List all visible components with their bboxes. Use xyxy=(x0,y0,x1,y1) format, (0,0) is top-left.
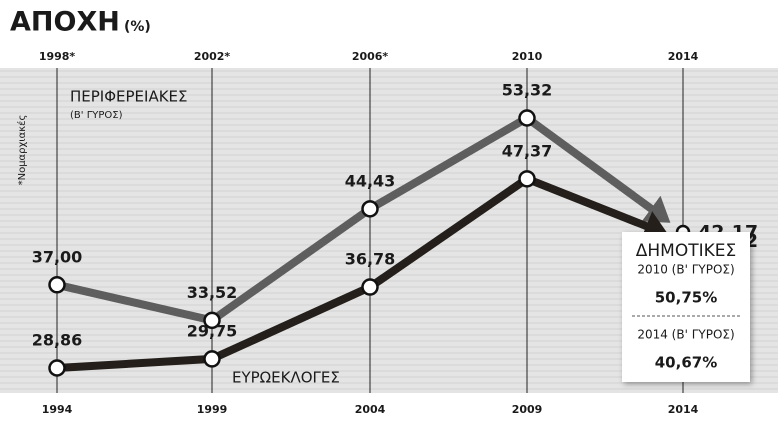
data-point xyxy=(48,359,66,377)
note: *Νομαρχιακές xyxy=(16,115,28,186)
inset: ΔΗΜΟΤΙΚΕΣ 2010 (Β' ΓΥΡΟΣ) 50,75% 2014 (Β… xyxy=(622,232,750,382)
inset-box xyxy=(622,232,750,382)
data-label: 47,37 xyxy=(502,141,553,160)
inset-label: 2010 (Β' ΓΥΡΟΣ) xyxy=(637,263,734,277)
data-point xyxy=(361,200,379,218)
x-tick-label: 2004 xyxy=(355,403,386,416)
x-tick-label: 2014 xyxy=(668,50,699,63)
legend-label: ΠΕΡΙΦΕΡΕΙΑΚΕΣ xyxy=(70,88,188,106)
x-tick-label: 2009 xyxy=(512,403,543,416)
data-point xyxy=(203,311,221,330)
x-tick-label: 1999 xyxy=(197,403,228,416)
inset-title: ΔΗΜΟΤΙΚΕΣ xyxy=(636,241,737,261)
unit: (%) xyxy=(124,19,151,35)
legend-label: ΕΥΡΩΕΚΛΟΓΕΣ xyxy=(232,369,340,387)
legend-sublabel: (Β' ΓΥΡΟΣ) xyxy=(70,110,123,121)
x-tick-label: 2014 xyxy=(668,403,699,416)
data-label: 29,75 xyxy=(187,321,238,340)
data-point xyxy=(203,350,221,368)
data-point xyxy=(518,170,536,188)
x-tick-label: 2010 xyxy=(512,50,543,63)
chart-title: ΑΠΟΧΗ xyxy=(10,7,120,38)
x-tick-label: 2006* xyxy=(352,50,389,63)
inset-value: 50,75% xyxy=(655,289,717,307)
data-label: 37,00 xyxy=(32,247,83,266)
inset-label: 2014 (Β' ΓΥΡΟΣ) xyxy=(637,328,734,342)
data-label: 36,78 xyxy=(345,250,396,269)
x-tick-label: 1998* xyxy=(39,50,76,63)
inset-value: 40,67% xyxy=(655,354,717,372)
x-tick-label: 2002* xyxy=(194,50,231,63)
data-point xyxy=(361,278,379,296)
data-label: 33,52 xyxy=(187,283,238,302)
data-label: 28,86 xyxy=(32,331,83,350)
data-label: 53,32 xyxy=(502,81,553,100)
lines: 37,0033,5244,4353,3242,1728,8629,7536,78… xyxy=(32,68,758,393)
data-point xyxy=(48,276,66,294)
x-tick-label: 1994 xyxy=(42,403,73,416)
data-point xyxy=(518,109,536,127)
data-label: 44,43 xyxy=(345,171,396,190)
